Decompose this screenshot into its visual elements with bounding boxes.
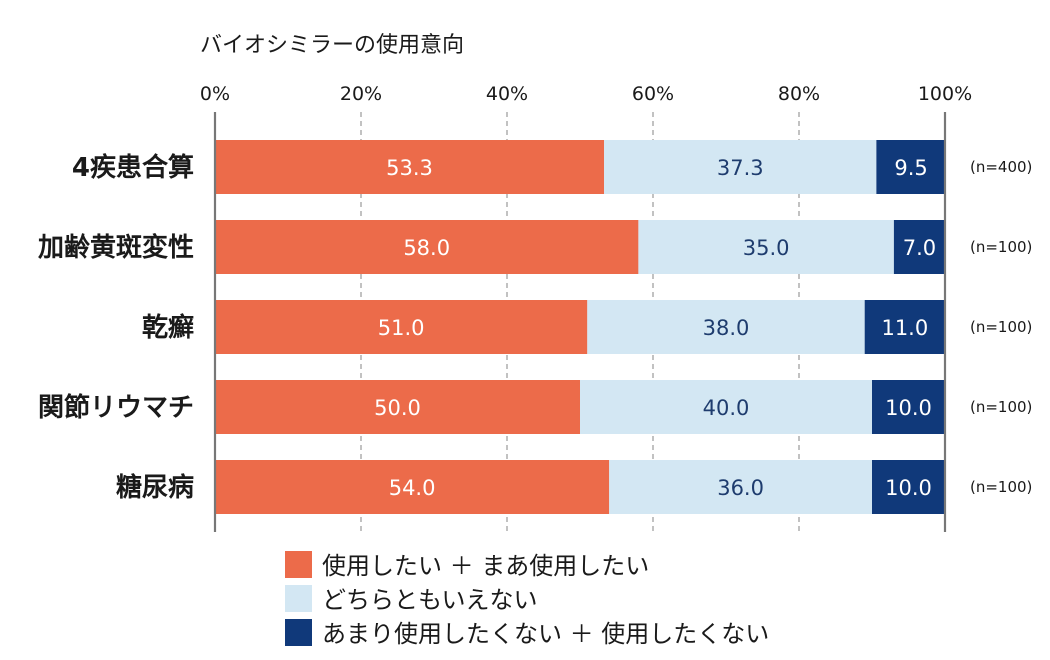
category-label: 糖尿病	[116, 472, 194, 503]
legend-label: あまり使用したくない ＋ 使用したくない	[322, 620, 769, 648]
data-label: 36.0	[717, 476, 764, 500]
data-label: 53.3	[386, 156, 433, 180]
bars: 53.3 37.3 9.5 58.0 35.0 7.0 51.0 38.0 11.0 50.0 40…	[215, 140, 946, 514]
bar-segment	[893, 220, 945, 274]
data-label: 54.0	[389, 476, 436, 500]
chart-title: バイオシミラーの使用意向	[200, 33, 464, 58]
bar-segment	[872, 380, 945, 434]
bar-segment	[587, 300, 865, 354]
bar-segment	[609, 460, 872, 514]
x-tick-label: 40%	[486, 83, 528, 105]
data-label: 9.5	[894, 156, 927, 180]
data-label: 11.0	[881, 316, 928, 340]
data-label: 10.0	[885, 396, 932, 420]
bar-segment	[872, 460, 945, 514]
x-axis-ticks: 0% 20% 40% 60% 80% 100%	[200, 83, 972, 105]
data-label: 37.3	[717, 156, 764, 180]
x-tick-label: 80%	[778, 83, 820, 105]
data-label: 50.0	[374, 396, 421, 420]
bar-segment	[638, 220, 894, 274]
bar-segment	[876, 140, 946, 194]
sample-size-label: (n=100)	[970, 238, 1032, 256]
x-tick-label: 20%	[340, 83, 382, 105]
category-label: 加齢黄斑変性	[38, 232, 194, 263]
category-label: 関節リウマチ	[38, 392, 194, 423]
bar-segment	[215, 300, 588, 354]
data-label: 40.0	[703, 396, 750, 420]
data-label: 38.0	[703, 316, 750, 340]
axis-lines	[213, 112, 947, 532]
data-label: 58.0	[403, 236, 450, 260]
category-label: 4疾患合算	[72, 152, 194, 183]
data-label: 51.0	[378, 316, 425, 340]
legend-swatch	[285, 585, 312, 612]
data-label: 35.0	[743, 236, 790, 260]
x-tick-label: 100%	[918, 83, 972, 105]
legend-label: 使用したい ＋ まあ使用したい	[322, 552, 649, 580]
data-label: 7.0	[903, 236, 936, 260]
bar-segment	[215, 220, 639, 274]
bar-segment	[864, 300, 945, 354]
x-tick-label: 60%	[632, 83, 674, 105]
sample-size-label: (n=400)	[970, 158, 1032, 176]
data-label: 10.0	[885, 476, 932, 500]
category-label: 乾癬	[142, 312, 194, 343]
legend-label: どちらともいえない	[322, 586, 538, 614]
legend-swatch	[285, 551, 312, 578]
bar-segment	[580, 380, 872, 434]
legend-swatch	[285, 619, 312, 646]
sample-size-label: (n=100)	[970, 318, 1032, 336]
sample-size-label: (n=100)	[970, 398, 1032, 416]
bar-segment	[604, 140, 877, 194]
bar-segment	[215, 380, 580, 434]
bar-segment	[215, 140, 605, 194]
x-tick-label: 0%	[200, 83, 230, 105]
sample-size-label: (n=100)	[970, 478, 1032, 496]
bar-segment	[215, 460, 610, 514]
sample-size-labels: (n=400) (n=100) (n=100) (n=100) (n=100)	[970, 158, 1032, 496]
